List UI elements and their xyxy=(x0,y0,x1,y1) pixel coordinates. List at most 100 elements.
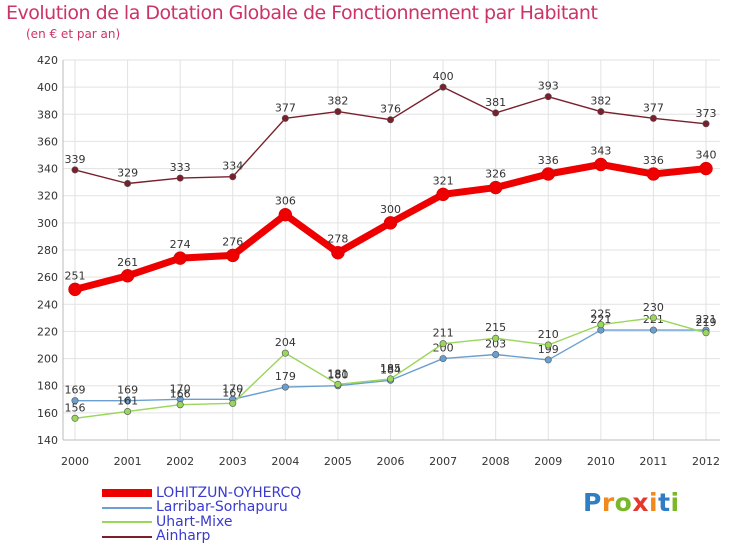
data-label-ainharp: 329 xyxy=(117,167,138,180)
y-tick-label: 200 xyxy=(37,353,58,366)
data-label-larribar-sorhapuru: 179 xyxy=(275,370,296,383)
data-label-lohitzun-oyhercq: 306 xyxy=(275,195,296,208)
y-tick-label: 220 xyxy=(37,325,58,338)
data-point-uhart-mixe xyxy=(597,321,605,329)
data-point-ainharp xyxy=(124,180,132,188)
data-point-ainharp xyxy=(334,108,342,116)
y-tick-label: 280 xyxy=(37,244,58,257)
data-label-uhart-mixe: 210 xyxy=(538,328,559,341)
logo-letter: i xyxy=(649,488,659,517)
data-label-ainharp: 373 xyxy=(696,107,717,120)
x-tick-label: 2003 xyxy=(219,455,247,468)
x-tick-label: 2001 xyxy=(114,455,142,468)
data-label-uhart-mixe: 161 xyxy=(117,395,138,408)
data-label-larribar-sorhapuru: 184 xyxy=(380,363,401,376)
y-tick-label: 340 xyxy=(37,163,58,176)
data-label-larribar-sorhapuru: 200 xyxy=(433,342,454,355)
data-point-uhart-mixe xyxy=(71,414,79,422)
data-label-lohitzun-oyhercq: 261 xyxy=(117,256,138,269)
legend-swatch-lohitzun xyxy=(102,489,152,498)
data-label-uhart-mixe: 225 xyxy=(590,308,611,321)
x-tick-label: 2002 xyxy=(166,455,194,468)
data-label-uhart-mixe: 181 xyxy=(327,367,348,380)
data-point-uhart-mixe xyxy=(492,334,500,342)
data-point-larribar-sorhapuru xyxy=(544,356,552,364)
data-point-ainharp xyxy=(71,166,79,174)
chart-title: Evolution de la Dotation Globale de Fonc… xyxy=(6,2,598,24)
x-tick-label: 2005 xyxy=(324,455,352,468)
y-tick-label: 320 xyxy=(37,190,58,203)
data-point-larribar-sorhapuru xyxy=(439,355,447,363)
data-point-lohitzun-oyhercq xyxy=(331,245,345,260)
y-tick-label: 260 xyxy=(37,271,58,284)
data-point-uhart-mixe xyxy=(281,349,289,357)
y-tick-label: 140 xyxy=(37,434,58,447)
data-label-lohitzun-oyhercq: 274 xyxy=(170,238,191,251)
data-label-larribar-sorhapuru: 199 xyxy=(538,343,559,356)
data-label-uhart-mixe: 185 xyxy=(380,362,401,375)
data-point-ainharp xyxy=(439,83,447,91)
data-label-larribar-sorhapuru: 170 xyxy=(170,382,191,395)
data-point-lohitzun-oyhercq xyxy=(68,282,82,297)
data-label-lohitzun-oyhercq: 276 xyxy=(222,235,243,248)
x-tick-label: 2006 xyxy=(377,455,405,468)
data-point-ainharp xyxy=(492,109,500,117)
data-label-uhart-mixe: 215 xyxy=(485,321,506,334)
logo-letter: x xyxy=(632,488,649,517)
legend: LOHITZUN-OYHERCQ Larribar-Sorhapuru Uhar… xyxy=(102,484,302,544)
y-tick-label: 240 xyxy=(37,298,58,311)
data-label-larribar-sorhapuru: 221 xyxy=(590,313,611,326)
y-tick-label: 160 xyxy=(37,407,58,420)
data-label-larribar-sorhapuru: 170 xyxy=(222,382,243,395)
data-label-ainharp: 377 xyxy=(275,101,296,114)
legend-label-larribar: Larribar-Sorhapuru xyxy=(156,499,288,516)
data-label-ainharp: 376 xyxy=(380,103,401,116)
data-label-ainharp: 377 xyxy=(643,101,664,114)
data-label-lohitzun-oyhercq: 251 xyxy=(65,269,86,282)
data-label-lohitzun-oyhercq: 336 xyxy=(643,154,664,167)
data-label-ainharp: 381 xyxy=(485,96,506,109)
data-point-lohitzun-oyhercq xyxy=(594,157,608,172)
legend-item-uhart: Uhart-Mixe xyxy=(102,514,301,530)
data-label-larribar-sorhapuru: 180 xyxy=(327,369,348,382)
y-tick-label: 400 xyxy=(37,81,58,94)
data-point-ainharp xyxy=(702,120,710,128)
legend-swatch-ainharp xyxy=(102,535,152,538)
data-point-ainharp xyxy=(649,114,657,122)
data-point-lohitzun-oyhercq xyxy=(646,167,661,181)
data-label-ainharp: 333 xyxy=(170,161,191,174)
logo-letter: P xyxy=(583,488,602,517)
legend-swatch-uhart xyxy=(102,521,152,524)
data-point-lohitzun-oyhercq xyxy=(383,216,398,230)
data-point-ainharp xyxy=(597,108,605,116)
logo-letter: t xyxy=(658,488,671,517)
data-label-ainharp: 393 xyxy=(538,80,559,93)
data-label-uhart-mixe: 204 xyxy=(275,336,296,349)
data-label-larribar-sorhapuru: 203 xyxy=(485,338,506,351)
legend-label-lohitzun: LOHITZUN-OYHERCQ xyxy=(156,484,302,501)
data-point-uhart-mixe xyxy=(544,341,552,349)
data-point-lohitzun-oyhercq xyxy=(436,187,450,202)
legend-swatch-larribar xyxy=(102,506,152,509)
data-point-ainharp xyxy=(281,114,289,122)
x-tick-label: 2012 xyxy=(692,455,720,468)
x-tick-label: 2007 xyxy=(429,455,457,468)
x-tick-label: 2008 xyxy=(482,455,510,468)
data-label-uhart-mixe: 211 xyxy=(433,327,454,340)
data-label-lohitzun-oyhercq: 278 xyxy=(327,233,348,246)
data-label-uhart-mixe: 230 xyxy=(643,301,664,314)
y-tick-label: 300 xyxy=(37,217,58,230)
y-tick-label: 380 xyxy=(37,108,58,121)
data-point-larribar-sorhapuru xyxy=(124,397,132,405)
data-point-ainharp xyxy=(544,93,552,101)
data-label-lohitzun-oyhercq: 343 xyxy=(590,145,611,158)
data-point-ainharp xyxy=(229,173,237,181)
legend-item-larribar: Larribar-Sorhapuru xyxy=(102,499,301,516)
data-label-ainharp: 382 xyxy=(327,95,348,108)
data-label-ainharp: 400 xyxy=(433,70,454,83)
data-label-larribar-sorhapuru: 221 xyxy=(696,313,717,326)
data-label-uhart-mixe: 166 xyxy=(170,388,191,401)
data-point-ainharp xyxy=(386,116,394,124)
data-label-lohitzun-oyhercq: 336 xyxy=(538,154,559,167)
data-label-lohitzun-oyhercq: 321 xyxy=(433,174,454,187)
